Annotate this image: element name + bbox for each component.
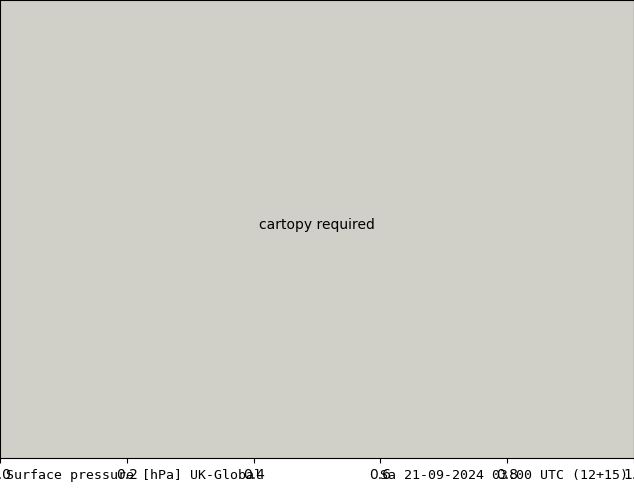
Text: cartopy required: cartopy required xyxy=(259,218,375,232)
Text: Surface pressure [hPa] UK-Global: Surface pressure [hPa] UK-Global xyxy=(6,469,262,482)
Text: Sa 21-09-2024 03:00 UTC (12+15): Sa 21-09-2024 03:00 UTC (12+15) xyxy=(380,469,628,482)
